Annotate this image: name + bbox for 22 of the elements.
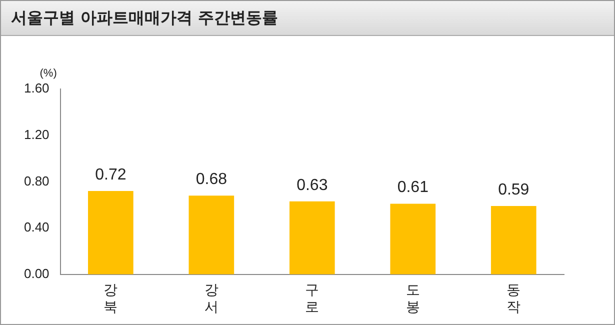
- x-tick-label: 도봉: [406, 282, 420, 314]
- bar: [289, 201, 335, 274]
- data-label: 0.68: [196, 171, 228, 188]
- y-tick-label: 1.20: [24, 126, 50, 142]
- bar: [390, 204, 436, 274]
- bar: [88, 190, 134, 274]
- x-tick-label: 강서: [204, 282, 218, 314]
- x-tick-label: 강북: [104, 282, 118, 314]
- data-label: 0.59: [498, 181, 530, 198]
- data-label: 0.63: [296, 176, 328, 194]
- data-label: 0.61: [397, 179, 429, 196]
- bar: [490, 206, 536, 274]
- x-tick-label: 동작: [506, 282, 521, 314]
- data-label: 0.72: [95, 166, 126, 184]
- y-axis-title: (%): [40, 68, 57, 80]
- chart-title: 서울구별 아파트매매가격 주간변동률: [1, 1, 614, 36]
- y-tick-label: 0.40: [24, 220, 50, 235]
- y-tick-label: 0.80: [24, 173, 50, 188]
- x-tick-label: 구로: [305, 282, 320, 314]
- bar: [188, 196, 234, 274]
- y-tick-label: 1.60: [24, 80, 50, 96]
- y-tick-label: 0.00: [24, 266, 50, 281]
